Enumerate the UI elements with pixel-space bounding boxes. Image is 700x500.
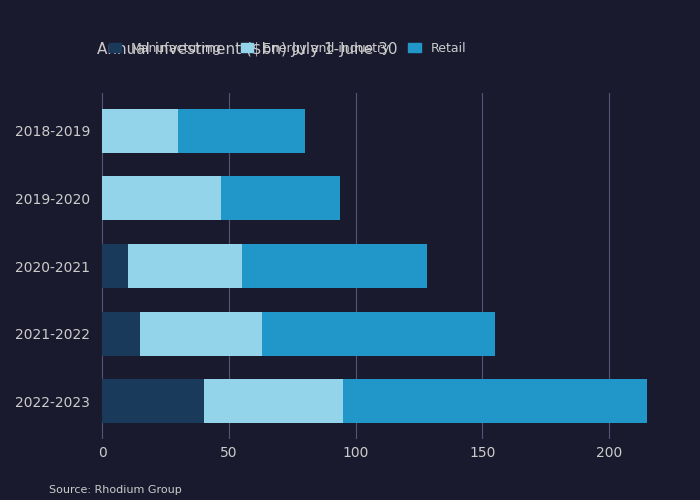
Bar <box>343 380 647 424</box>
Bar <box>102 380 204 424</box>
Legend: Manufacturing, Energy and industry, Retail: Manufacturing, Energy and industry, Reta… <box>104 37 471 60</box>
Bar <box>102 244 127 288</box>
Bar <box>241 244 426 288</box>
Bar <box>178 109 305 152</box>
Bar <box>262 312 495 356</box>
Bar <box>221 176 340 220</box>
Bar <box>127 244 241 288</box>
Text: Annual investment ($bn) July 1-June 30: Annual investment ($bn) July 1-June 30 <box>97 42 398 57</box>
Bar <box>102 312 141 356</box>
Text: Source: Rhodium Group: Source: Rhodium Group <box>49 485 182 495</box>
Bar <box>204 380 343 424</box>
Bar <box>102 176 221 220</box>
Bar <box>141 312 262 356</box>
Bar <box>102 109 178 152</box>
